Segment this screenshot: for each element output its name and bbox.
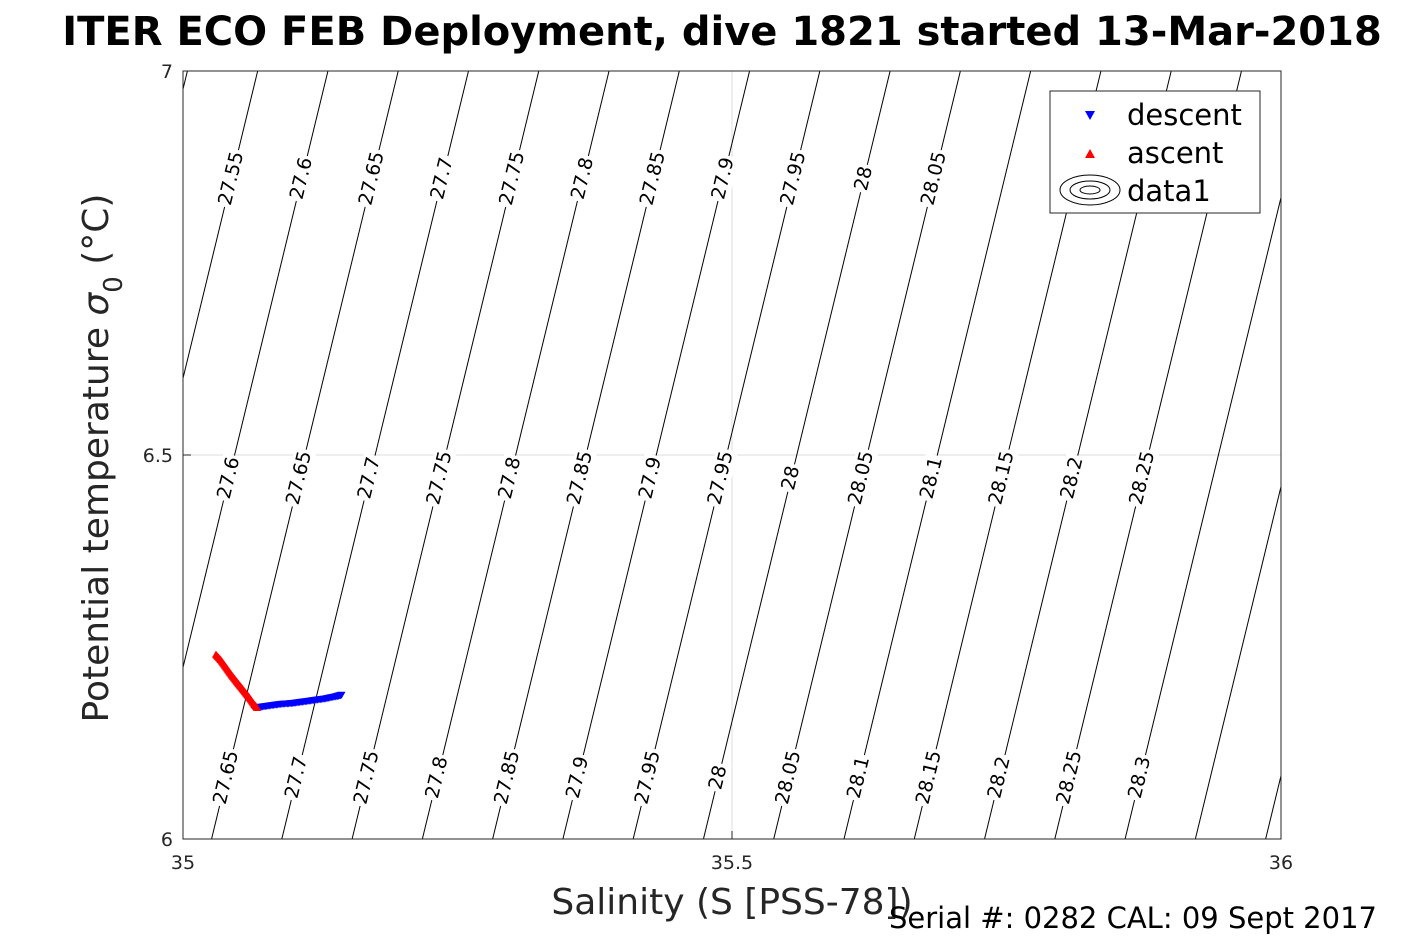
contour-label-background — [915, 452, 948, 504]
contour-label-background — [354, 147, 390, 210]
contour-label-background — [352, 452, 386, 504]
contour-label-background — [630, 746, 666, 809]
legend-data1-label: data1 — [1127, 174, 1211, 208]
descent-point — [337, 691, 346, 699]
x-tick-label: 36 — [1269, 852, 1293, 874]
serial-cal-footer: Serial #: 0282 CAL: 09 Sept 2017 — [889, 901, 1377, 935]
contour-label-background — [703, 761, 732, 794]
contour-label-background — [770, 746, 806, 809]
contour-label-background — [566, 153, 599, 204]
y-axis-label-unit: (°C) — [76, 194, 117, 277]
contour-label-background — [494, 147, 530, 210]
contour-label-background — [983, 446, 1020, 509]
contour-label-background — [280, 752, 313, 803]
contour-label-background — [635, 147, 671, 210]
ascent-point — [253, 703, 262, 711]
legend-ascent-label: ascent — [1127, 136, 1223, 170]
contour-line-28-1 — [843, 71, 1032, 839]
contour-label-background — [842, 752, 875, 803]
contour-label-background — [213, 147, 249, 210]
contour-label-background — [1051, 746, 1087, 809]
contour-label-background — [1124, 446, 1160, 509]
contour-line-28-35 — [1194, 484, 1281, 839]
y-tick-label: 7 — [161, 61, 173, 83]
contour-label-background — [421, 446, 457, 509]
contour-label-background — [776, 461, 805, 495]
legend-contour-icon — [1059, 174, 1121, 206]
contour-label-background — [285, 153, 318, 204]
legend: descent ascent data1 — [1049, 90, 1261, 214]
series-descent — [255, 691, 346, 711]
legend-descent-label: descent — [1127, 98, 1242, 132]
contour-label-background — [911, 746, 947, 809]
contour-label-background — [561, 752, 594, 803]
contour-label-background — [702, 446, 739, 509]
contour-label-background — [212, 452, 245, 504]
contour-label-background — [208, 746, 244, 809]
x-axis-label: Salinity (S [PSS-78]) — [551, 882, 912, 923]
contour-line-28 — [702, 71, 891, 839]
contour-label-background — [982, 752, 1016, 803]
contour-label-background — [1123, 752, 1156, 803]
contour-line-28-4 — [1265, 773, 1281, 839]
contour-label-background — [281, 446, 317, 509]
contour-label-background — [633, 452, 667, 504]
contour-label-background — [420, 752, 453, 803]
contour-label-background — [706, 153, 740, 204]
contour-label-background — [916, 147, 952, 210]
x-tick-label: 35 — [171, 852, 195, 874]
axis-ticks: 35 35.5 36 6 6.5 7 — [143, 61, 1293, 874]
contour-label-background — [493, 452, 526, 504]
legend-ascent-marker — [1085, 149, 1095, 158]
y-axis-label-subscript: 0 — [99, 276, 129, 293]
y-tick-label: 6 — [161, 829, 173, 851]
series-ascent — [211, 650, 262, 711]
contour-label-background — [1055, 452, 1088, 504]
contour-label-background — [425, 153, 459, 204]
y-axis-label-sigma: σ — [76, 292, 117, 316]
legend-box — [1049, 90, 1261, 214]
contour-label-background — [843, 446, 879, 509]
x-tick-label: 35.5 — [711, 852, 753, 874]
chart-title: ITER ECO FEB Deployment, dive 1821 start… — [62, 9, 1382, 55]
contour-label-background — [562, 446, 598, 509]
y-axis-label-main: Potential temperature — [76, 316, 117, 723]
y-axis-label: Potential temperature σ0 (°C) — [76, 194, 129, 723]
contour-label-background — [775, 147, 811, 210]
data-series — [211, 650, 346, 711]
contour-label-background — [489, 746, 525, 809]
contour-label-background — [348, 746, 385, 809]
contour-label-background — [849, 162, 878, 195]
y-tick-label: 6.5 — [143, 445, 173, 467]
legend-descent-marker — [1085, 111, 1095, 120]
